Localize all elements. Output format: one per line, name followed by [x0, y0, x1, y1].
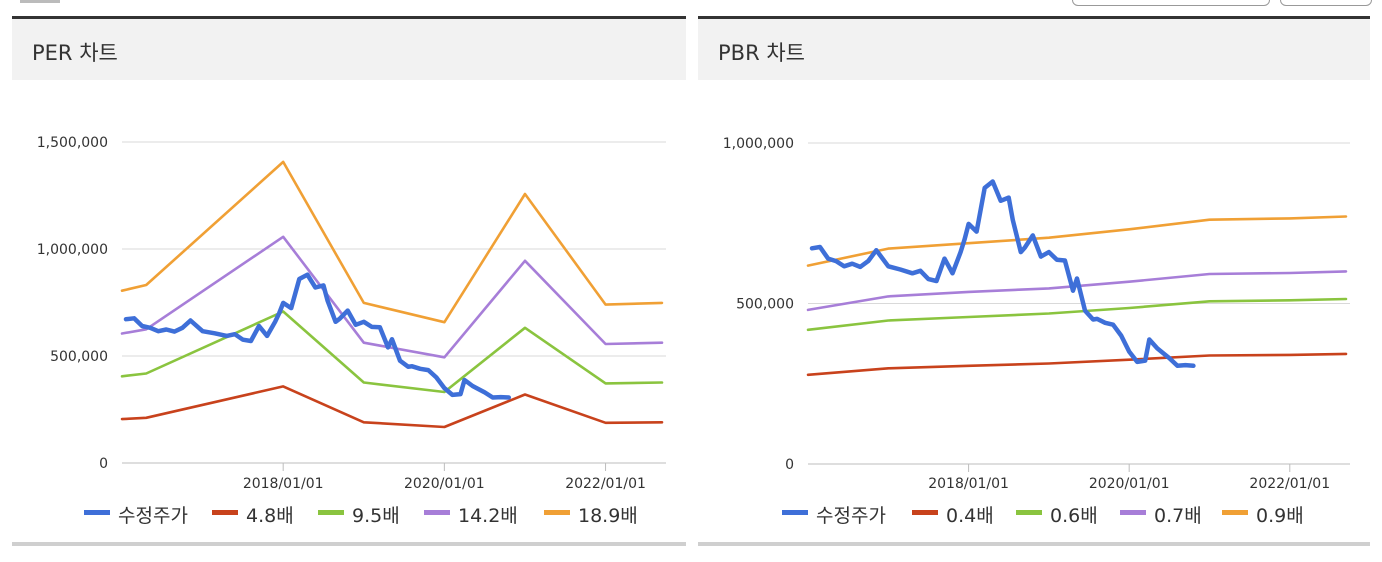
legend-swatch [544, 510, 570, 515]
y-tick-label: 500,000 [50, 349, 108, 365]
series-line-stock-price [809, 179, 1196, 369]
legend-swatch [1016, 510, 1042, 515]
series-line-band-2 [806, 297, 1348, 332]
period-select[interactable] [1072, 0, 1270, 6]
legend-band-3[interactable]: 0.7배 [1154, 505, 1202, 527]
y-tick-label: 1,000,000 [723, 136, 794, 152]
top-toolbar [0, 0, 1382, 16]
pbr-chart: 1,000,000 500,000 0 2018/01/01 2020/01/01 202… [723, 136, 1350, 527]
legend-swatch [782, 510, 808, 515]
series-line-band-4 [120, 160, 664, 324]
series-line-band-3 [806, 270, 1348, 312]
pbr-chart-header: PBR 차트 [698, 16, 1370, 80]
legend-band-2[interactable]: 0.6배 [1050, 505, 1098, 527]
legend-stock-price[interactable]: 수정주가 [816, 505, 886, 527]
x-tick-label: 2018/01/01 [928, 476, 1009, 492]
y-tick-label: 1,500,000 [37, 135, 108, 151]
legend-stock-price[interactable]: 수정주가 [118, 505, 188, 527]
legend-swatch [212, 510, 238, 515]
legend-swatch [84, 510, 110, 515]
y-tick-label: 1,000,000 [37, 242, 108, 258]
per-chart-title: PER 차트 [32, 41, 118, 65]
legend-band-4[interactable]: 0.9배 [1256, 505, 1304, 527]
x-tick-label: 2018/01/01 [243, 476, 324, 492]
toolbar-button[interactable] [1280, 0, 1372, 6]
series-line-stock-price [123, 272, 512, 400]
legend-swatch [1222, 510, 1248, 515]
legend-band-3[interactable]: 14.2배 [458, 505, 518, 527]
series-line-band-4 [806, 215, 1348, 267]
legend-swatch [424, 510, 450, 515]
x-tick-label: 2020/01/01 [1089, 476, 1170, 492]
panel-bottom-border [12, 542, 686, 546]
y-tick-label: 0 [99, 456, 108, 472]
panel-bottom-border [698, 542, 1370, 546]
legend-band-4[interactable]: 18.9배 [578, 505, 638, 527]
pbr-chart-panel: PBR 차트 1,000,000 500,000 0 2018/01/01 2020/0… [698, 16, 1370, 546]
pbr-chart-title: PBR 차트 [718, 41, 805, 65]
legend-swatch [318, 510, 344, 515]
per-chart-header: PER 차트 [12, 16, 686, 80]
legend-band-1[interactable]: 0.4배 [946, 505, 994, 527]
series-line-band-1 [806, 352, 1348, 377]
legend-band-1[interactable]: 4.8배 [246, 505, 294, 527]
per-chart-panel: PER 차트 1,500,000 1,000,000 500,000 0 2018/01… [12, 16, 686, 546]
x-tick-label: 2022/01/01 [565, 476, 646, 492]
legend-swatch [1120, 510, 1146, 515]
legend-band-2[interactable]: 9.5배 [352, 505, 400, 527]
legend-swatch [912, 510, 938, 515]
series-line-band-3 [120, 235, 664, 359]
series-line-band-2 [120, 310, 664, 394]
toolbar-fragment [20, 0, 60, 3]
y-tick-label: 500,000 [736, 297, 794, 313]
per-chart: 1,500,000 1,000,000 500,000 0 2018/01/01 2020… [37, 135, 666, 527]
x-tick-label: 2020/01/01 [404, 476, 485, 492]
y-tick-label: 0 [785, 457, 794, 473]
x-tick-label: 2022/01/01 [1249, 476, 1330, 492]
series-line-band-1 [120, 385, 664, 429]
